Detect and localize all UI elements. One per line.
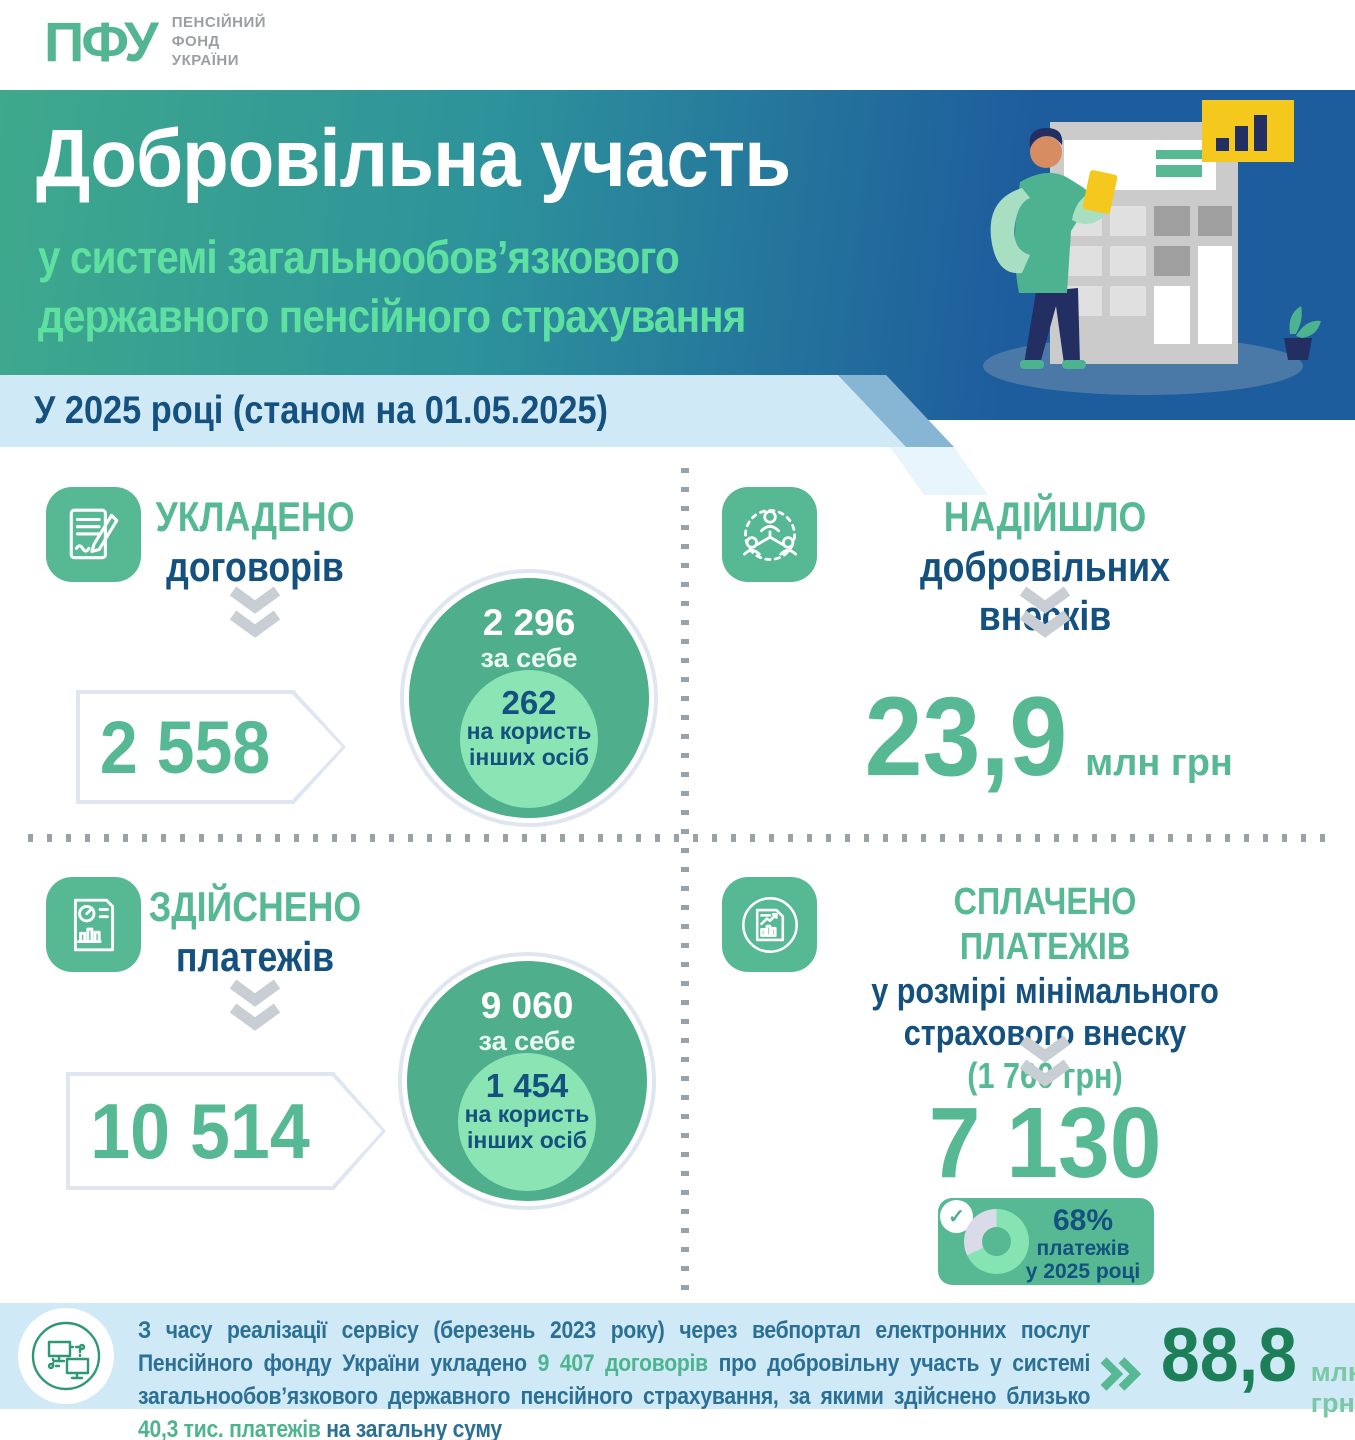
page-title: Добровільна участь — [36, 113, 791, 204]
contracts-self-label: за себе — [480, 642, 578, 673]
footer-total-unit: млн грн — [1310, 1357, 1355, 1418]
chevron-down-icon — [1019, 586, 1071, 638]
payments-total: 10 514 — [90, 1086, 310, 1175]
bar-chart-badge-icon — [1202, 100, 1294, 162]
contract-document-icon — [69, 508, 118, 559]
band-pale-chevron — [890, 447, 988, 495]
plant-decoration — [1284, 306, 1321, 360]
footer-highlight-payments: 40,3 тис. платежів — [138, 1415, 321, 1440]
contributions-value: 23,9 млн грн — [864, 674, 1233, 799]
payments-total-box: 10 514 — [66, 1072, 386, 1190]
top-bar: ПФУ ПЕНСІЙНИЙ ФОНД УКРАЇНИ — [0, 0, 1355, 90]
report-document-icon — [73, 898, 114, 951]
payments-others-circle: 1 454 на користь інших осіб — [458, 1053, 596, 1191]
contracts-tile — [46, 487, 141, 582]
header-illustration — [983, 100, 1321, 395]
contributions-tile — [722, 487, 817, 582]
footer-total: 88,8 млн грн — [1098, 1313, 1355, 1419]
chevron-down-icon — [1019, 1035, 1071, 1087]
contracts-total: 2 558 — [99, 705, 271, 789]
contracts-total-box: 2 558 — [76, 690, 346, 804]
contracts-heading: УКЛАДЕНО договорів — [155, 493, 355, 590]
period-label: У 2025 році (станом на 01.05.2025) — [34, 389, 608, 432]
payments-self-label: за себе — [478, 1025, 576, 1056]
footer-total-value: 88,8 — [1160, 1313, 1297, 1398]
pfu-logo-org: ПЕНСІЙНИЙ ФОНД УКРАЇНИ — [171, 14, 267, 69]
pfu-logo-abbr: ПФУ — [44, 10, 159, 74]
divider-horizontal — [28, 834, 1328, 842]
footer-highlight-contracts: 9 407 договорів — [537, 1349, 708, 1377]
contributions-heading: НАДІЙШЛО добровільних внесків — [919, 493, 1170, 640]
contracts-self-value: 2 296 — [482, 602, 576, 643]
percent-badge: ✓ 68% платежів у 2025 році — [938, 1198, 1154, 1285]
min-payments-tile — [722, 877, 817, 972]
chevron-down-icon — [229, 979, 281, 1031]
person-figure — [990, 128, 1118, 369]
payments-tile — [46, 877, 141, 972]
donut-chart — [964, 1209, 1029, 1274]
payments-breakdown-circle: 9 060 за себе 1 454 на користь інших осі… — [398, 952, 656, 1210]
period-band: У 2025 році (станом на 01.05.2025) — [0, 375, 908, 447]
page-subtitle: у системі загальнообов’язкового державно… — [38, 231, 746, 342]
pfu-logo: ПФУ ПЕНСІЙНИЙ ФОНД УКРАЇНИ — [44, 14, 266, 70]
footer-band: З часу реалізації сервісу (березень 2023… — [0, 1303, 1355, 1440]
payments-self-value: 9 060 — [480, 985, 574, 1026]
contracts-others-circle: 262 на користь інших осіб — [460, 670, 598, 808]
min-payments-value: 7 130 — [928, 1087, 1162, 1199]
percent-value: 68% — [1052, 1204, 1114, 1237]
payments-heading: ЗДІЙСНЕНО платежів — [148, 883, 362, 980]
footer-icon-circle — [18, 1308, 114, 1404]
contracts-breakdown-circle: 2 296 за себе 262 на користь інших осіб — [400, 569, 658, 827]
min-payments-heading: СПЛАЧЕНО ПЛАТЕЖІВ у розмірі мінімального… — [871, 881, 1219, 1096]
people-network-icon — [742, 508, 797, 561]
chevron-down-icon — [229, 586, 281, 638]
footer-paragraph: З часу реалізації сервісу (березень 2023… — [138, 1315, 1090, 1440]
network-computers-icon — [31, 1321, 101, 1391]
double-chevron-right-icon — [1100, 1356, 1141, 1391]
divider-vertical — [681, 468, 689, 1292]
growth-report-icon — [741, 896, 798, 953]
